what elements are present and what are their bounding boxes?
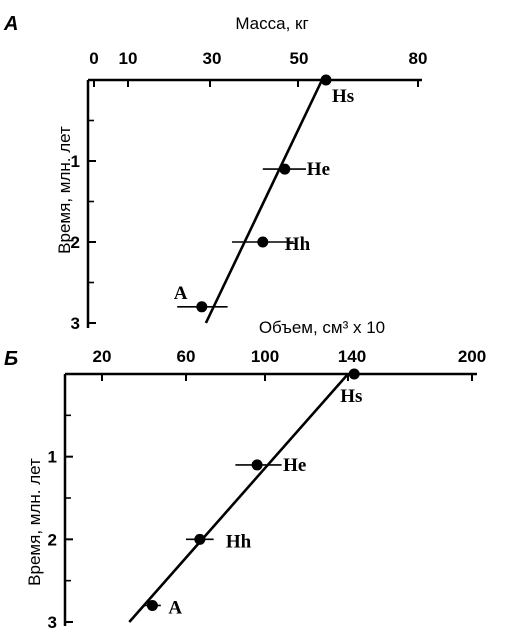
- x-tick-label: 200: [458, 347, 486, 366]
- panel-b: Б Объем, см³ x 10 Время, млн. лет 20 60 10…: [4, 318, 486, 632]
- x-tick-label: 20: [93, 347, 112, 366]
- point-label: A: [174, 283, 188, 304]
- x-tick-label: 10: [119, 49, 138, 68]
- x-axis-title-mass: Масса, кг: [235, 14, 308, 33]
- data-point: [320, 74, 332, 86]
- trend-line: [204, 79, 324, 324]
- y-axis-title-time: Время, млн. лет: [55, 126, 74, 254]
- point-label: Hs: [340, 386, 362, 407]
- point-label: Hs: [332, 86, 354, 107]
- x-tick-label: 100: [251, 347, 279, 366]
- y-tick-label: 1: [48, 448, 57, 467]
- data-point: [251, 459, 263, 471]
- panel-a: А Масса, кг Время, млн. лет 0 10 30 50 80 1 2…: [3, 13, 427, 333]
- x-tick-label: 0: [89, 49, 98, 68]
- data-point: [194, 533, 206, 545]
- y-tick-label: 3: [48, 613, 57, 632]
- y-tick-label: 1: [71, 152, 80, 171]
- y-axis-title-time: Время, млн. лет: [25, 458, 44, 586]
- x-axis-title-volume: Объем, см³ x 10: [259, 318, 385, 337]
- x-tick-label: 50: [290, 49, 309, 68]
- panel-letter-b: Б: [4, 348, 18, 370]
- x-tick-label: 60: [177, 347, 196, 366]
- data-point: [196, 301, 208, 313]
- point-label: Hh: [226, 531, 252, 552]
- point-label: A: [168, 597, 182, 618]
- data-point: [257, 236, 269, 248]
- y-tick-label: 3: [71, 314, 80, 333]
- point-label: He: [283, 455, 306, 476]
- y-tick-label: 2: [48, 530, 57, 549]
- trend-line: [128, 373, 349, 623]
- data-point: [146, 599, 158, 611]
- data-point: [348, 368, 360, 380]
- data-point: [279, 163, 291, 175]
- x-tick-label: 30: [203, 49, 222, 68]
- point-label: He: [307, 159, 330, 180]
- point-label: Hh: [285, 234, 311, 255]
- x-tick-label: 140: [338, 347, 366, 366]
- y-tick-label: 2: [71, 233, 80, 252]
- x-tick-label: 80: [409, 49, 428, 68]
- panel-letter-a: А: [3, 13, 18, 35]
